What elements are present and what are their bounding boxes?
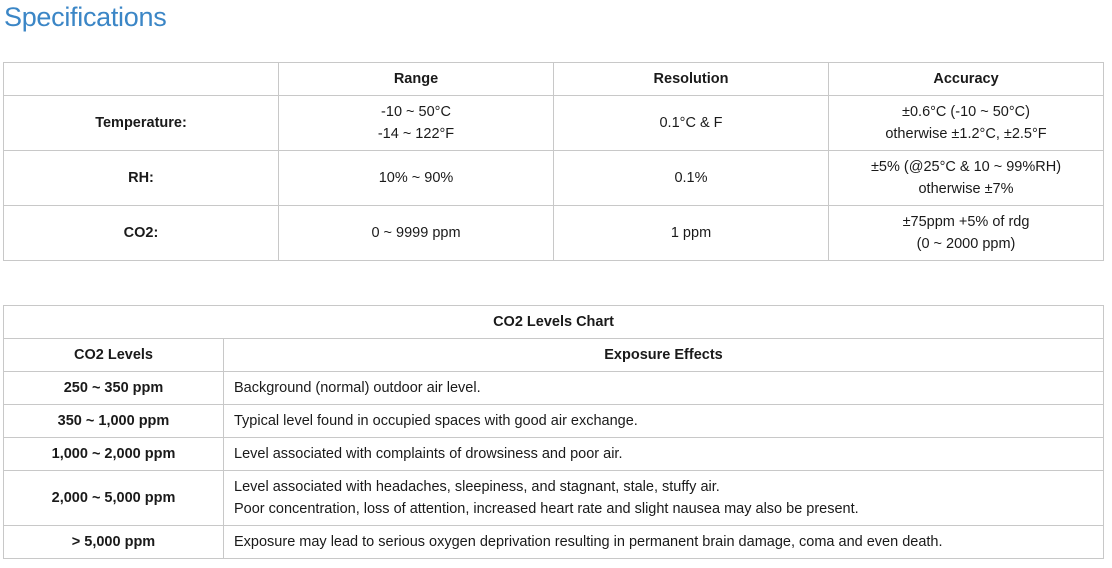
- levels-header-effects: Exposure Effects: [222, 338, 1105, 372]
- spec-range-cell: 0 ~ 9999 ppm: [278, 205, 554, 261]
- page-title: Specifications: [4, 2, 167, 32]
- spec-resolution-cell: 1 ppm: [553, 205, 829, 261]
- co2-level-cell: 250 ~ 350 ppm: [3, 371, 224, 405]
- spec-accuracy-line: otherwise ±7%: [918, 181, 1014, 197]
- table-row: 2,000 ~ 5,000 ppm Level associated with …: [3, 470, 1105, 526]
- table-row: 350 ~ 1,000 ppm Typical level found in o…: [3, 404, 1105, 438]
- exposure-effect-cell: Exposure may lead to serious oxygen depr…: [222, 525, 1105, 559]
- levels-header-level: CO2 Levels: [3, 338, 224, 372]
- co2-level-cell: 350 ~ 1,000 ppm: [3, 404, 224, 438]
- spec-accuracy-cell: ±0.6°C (-10 ~ 50°C) otherwise ±1.2°C, ±2…: [828, 95, 1104, 151]
- spec-row-co2: CO2: 0 ~ 9999 ppm 1 ppm ±75ppm +5% of rd…: [3, 205, 1104, 261]
- exposure-effect-cell: Level associated with complaints of drow…: [222, 437, 1105, 471]
- levels-header-row: CO2 Levels Exposure Effects: [3, 338, 1105, 372]
- co2-level-cell: > 5,000 ppm: [3, 525, 224, 559]
- spec-header-resolution: Resolution: [553, 62, 829, 96]
- spec-resolution-cell: 0.1%: [553, 150, 829, 206]
- spec-range-cell: 10% ~ 90%: [278, 150, 554, 206]
- levels-caption: CO2 Levels Chart: [2, 305, 1105, 339]
- spec-row-temperature: Temperature: -10 ~ 50°C -14 ~ 122°F 0.1°…: [3, 95, 1104, 151]
- spec-range-line: -10 ~ 50°C: [381, 104, 451, 120]
- spec-row-label: Temperature:: [3, 95, 279, 151]
- spec-row-rh: RH: 10% ~ 90% 0.1% ±5% (@25°C & 10 ~ 99%…: [3, 150, 1104, 206]
- spec-header-range: Range: [278, 62, 554, 96]
- spec-accuracy-cell: ±5% (@25°C & 10 ~ 99%RH) otherwise ±7%: [828, 150, 1104, 206]
- spec-range-line: -14 ~ 122°F: [377, 126, 455, 142]
- spec-header-accuracy: Accuracy: [828, 62, 1104, 96]
- table-row: 250 ~ 350 ppm Background (normal) outdoo…: [3, 371, 1105, 405]
- exposure-effect-line: Level associated with headaches, sleepin…: [234, 479, 720, 495]
- spec-resolution-cell: 0.1°C & F: [553, 95, 829, 151]
- spec-accuracy-line: ±5% (@25°C & 10 ~ 99%RH): [870, 159, 1062, 175]
- table-row: 1,000 ~ 2,000 ppm Level associated with …: [3, 437, 1105, 471]
- co2-levels-table: CO2 Levels Chart CO2 Levels Exposure Eff…: [2, 305, 1105, 559]
- table-row: > 5,000 ppm Exposure may lead to serious…: [3, 525, 1105, 559]
- exposure-effect-line: Poor concentration, loss of attention, i…: [234, 501, 859, 517]
- levels-caption-row: CO2 Levels Chart: [2, 305, 1105, 339]
- co2-level-cell: 2,000 ~ 5,000 ppm: [3, 470, 224, 526]
- co2-level-cell: 1,000 ~ 2,000 ppm: [3, 437, 224, 471]
- spec-accuracy-cell: ±75ppm +5% of rdg (0 ~ 2000 ppm): [828, 205, 1104, 261]
- spec-accuracy-line: otherwise ±1.2°C, ±2.5°F: [885, 126, 1047, 142]
- exposure-effect-cell: Level associated with headaches, sleepin…: [222, 470, 1105, 526]
- spec-range-cell: -10 ~ 50°C -14 ~ 122°F: [278, 95, 554, 151]
- spec-row-label: CO2:: [3, 205, 279, 261]
- spec-header-row: Range Resolution Accuracy: [3, 62, 1104, 96]
- spec-header-empty: [3, 62, 279, 96]
- spec-accuracy-line: ±0.6°C (-10 ~ 50°C): [902, 104, 1030, 120]
- spec-accuracy-line: (0 ~ 2000 ppm): [916, 236, 1016, 252]
- spec-row-label: RH:: [3, 150, 279, 206]
- exposure-effect-cell: Typical level found in occupied spaces w…: [222, 404, 1105, 438]
- specifications-table: Range Resolution Accuracy Temperature: -…: [3, 62, 1104, 261]
- exposure-effect-cell: Background (normal) outdoor air level.: [222, 371, 1105, 405]
- spec-accuracy-line: ±75ppm +5% of rdg: [902, 214, 1030, 230]
